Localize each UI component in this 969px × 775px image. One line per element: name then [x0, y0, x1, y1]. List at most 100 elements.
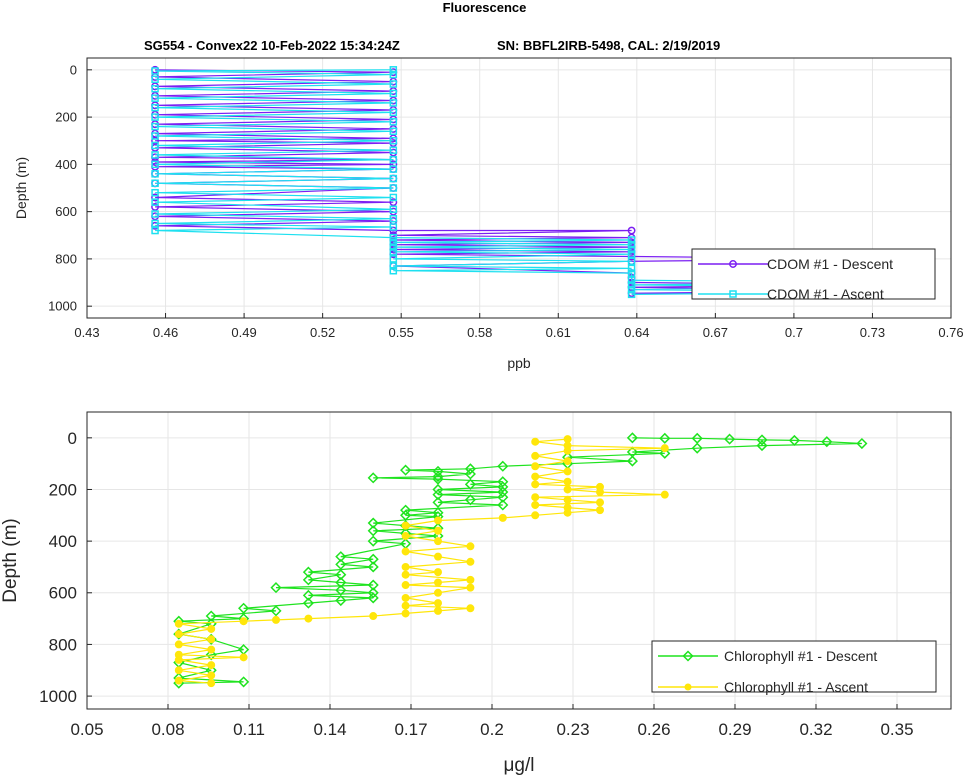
data-point — [389, 165, 398, 173]
legend-label: CDOM #1 - Ascent — [767, 286, 884, 302]
data-point — [401, 521, 410, 530]
data-point — [627, 285, 636, 294]
data-point — [464, 463, 476, 475]
data-point — [207, 635, 216, 644]
data-point — [389, 80, 398, 88]
data-point — [389, 66, 398, 74]
data-point — [272, 615, 280, 624]
data-point — [497, 460, 509, 472]
data-point — [531, 451, 540, 460]
data-point — [401, 593, 410, 602]
figure-title: Fluorescence — [442, 0, 527, 15]
x-tick-label: 0.61 — [546, 325, 571, 340]
x-tick-label: 0.29 — [718, 720, 751, 739]
data-point — [466, 557, 475, 566]
data-point — [432, 496, 444, 508]
data-point — [626, 455, 638, 467]
data-point — [207, 671, 216, 680]
data-point — [531, 472, 540, 481]
x-tick-label: 0.67 — [703, 325, 728, 340]
data-point — [151, 84, 159, 93]
data-point — [497, 491, 509, 503]
x-tick-label: 0.26 — [637, 720, 670, 739]
data-point — [401, 581, 410, 590]
data-point — [238, 676, 250, 688]
data-point — [151, 103, 159, 112]
legend: CDOM #1 - Descent CDOM #1 - Ascent — [691, 248, 936, 302]
data-point — [466, 575, 475, 584]
data-point — [466, 604, 475, 613]
x-tick-label: 0.23 — [556, 720, 589, 739]
x-axis-label: ppb — [507, 355, 531, 371]
legend-label: Chlorophyll #1 - Ascent — [724, 679, 868, 695]
data-point — [627, 250, 636, 258]
data-point — [466, 583, 475, 592]
figure-subtitle-left: SG554 - Convex22 10-Feb-2022 15:34:24Z — [144, 38, 400, 53]
data-point — [627, 236, 636, 244]
data-point — [302, 589, 314, 601]
data-point — [389, 205, 398, 214]
data-point — [335, 594, 347, 607]
data-point — [627, 245, 636, 254]
x-tick-label: 0.14 — [313, 720, 346, 739]
x-tick-label: 0.58 — [467, 325, 492, 340]
data-point — [151, 94, 159, 102]
data-point — [335, 576, 347, 589]
data-point — [389, 70, 398, 79]
data-point — [389, 99, 398, 107]
data-point — [563, 467, 572, 476]
data-point — [596, 506, 604, 515]
data-point — [389, 248, 398, 256]
data-point — [151, 210, 159, 218]
data-point — [788, 434, 800, 446]
data-point — [302, 574, 314, 586]
data-point — [626, 432, 638, 444]
data-point — [207, 624, 216, 633]
data-point — [369, 612, 378, 621]
legend-marker — [682, 650, 694, 662]
y-tick-label: 0 — [68, 429, 77, 448]
data-point — [596, 482, 604, 491]
data-point — [389, 127, 398, 136]
data-point — [151, 122, 159, 131]
x-tick-label: 0.55 — [389, 325, 414, 340]
data-point — [335, 569, 347, 581]
x-tick-label: 0.52 — [310, 325, 335, 340]
y-tick-label: 600 — [49, 584, 77, 603]
data-point — [304, 614, 313, 623]
data-point — [389, 262, 398, 270]
data-point — [434, 516, 442, 525]
y-tick-label: 0 — [70, 62, 77, 77]
data-point — [434, 578, 442, 587]
data-point — [389, 198, 398, 207]
data-point — [756, 440, 768, 452]
data-point — [151, 132, 159, 140]
data-point — [434, 606, 442, 615]
data-point — [389, 136, 398, 145]
figure-subtitle-right: SN: BBFL2IRB-5498, CAL: 2/19/2019 — [497, 38, 721, 53]
x-tick-label: 0.05 — [70, 720, 103, 739]
x-tick-label: 0.17 — [394, 720, 427, 739]
data-point — [389, 233, 398, 242]
data-point — [207, 645, 216, 654]
data-point — [389, 89, 398, 98]
data-point — [497, 476, 509, 488]
data-point — [691, 442, 703, 454]
data-point — [627, 264, 636, 273]
data-point — [389, 266, 398, 275]
x-tick-label: 0.73 — [860, 325, 885, 340]
y-tick-label: 400 — [55, 157, 77, 172]
data-point — [434, 568, 442, 577]
data-point — [563, 503, 572, 512]
data-point — [401, 570, 410, 579]
legend-marker — [729, 290, 737, 298]
data-point — [207, 679, 216, 688]
data-point — [205, 610, 217, 622]
x-tick-label: 0.08 — [151, 720, 184, 739]
data-point — [389, 146, 398, 154]
data-point — [627, 240, 636, 249]
data-point — [627, 269, 636, 277]
data-point — [531, 462, 540, 471]
data-point — [432, 465, 444, 477]
data-point — [498, 513, 507, 522]
